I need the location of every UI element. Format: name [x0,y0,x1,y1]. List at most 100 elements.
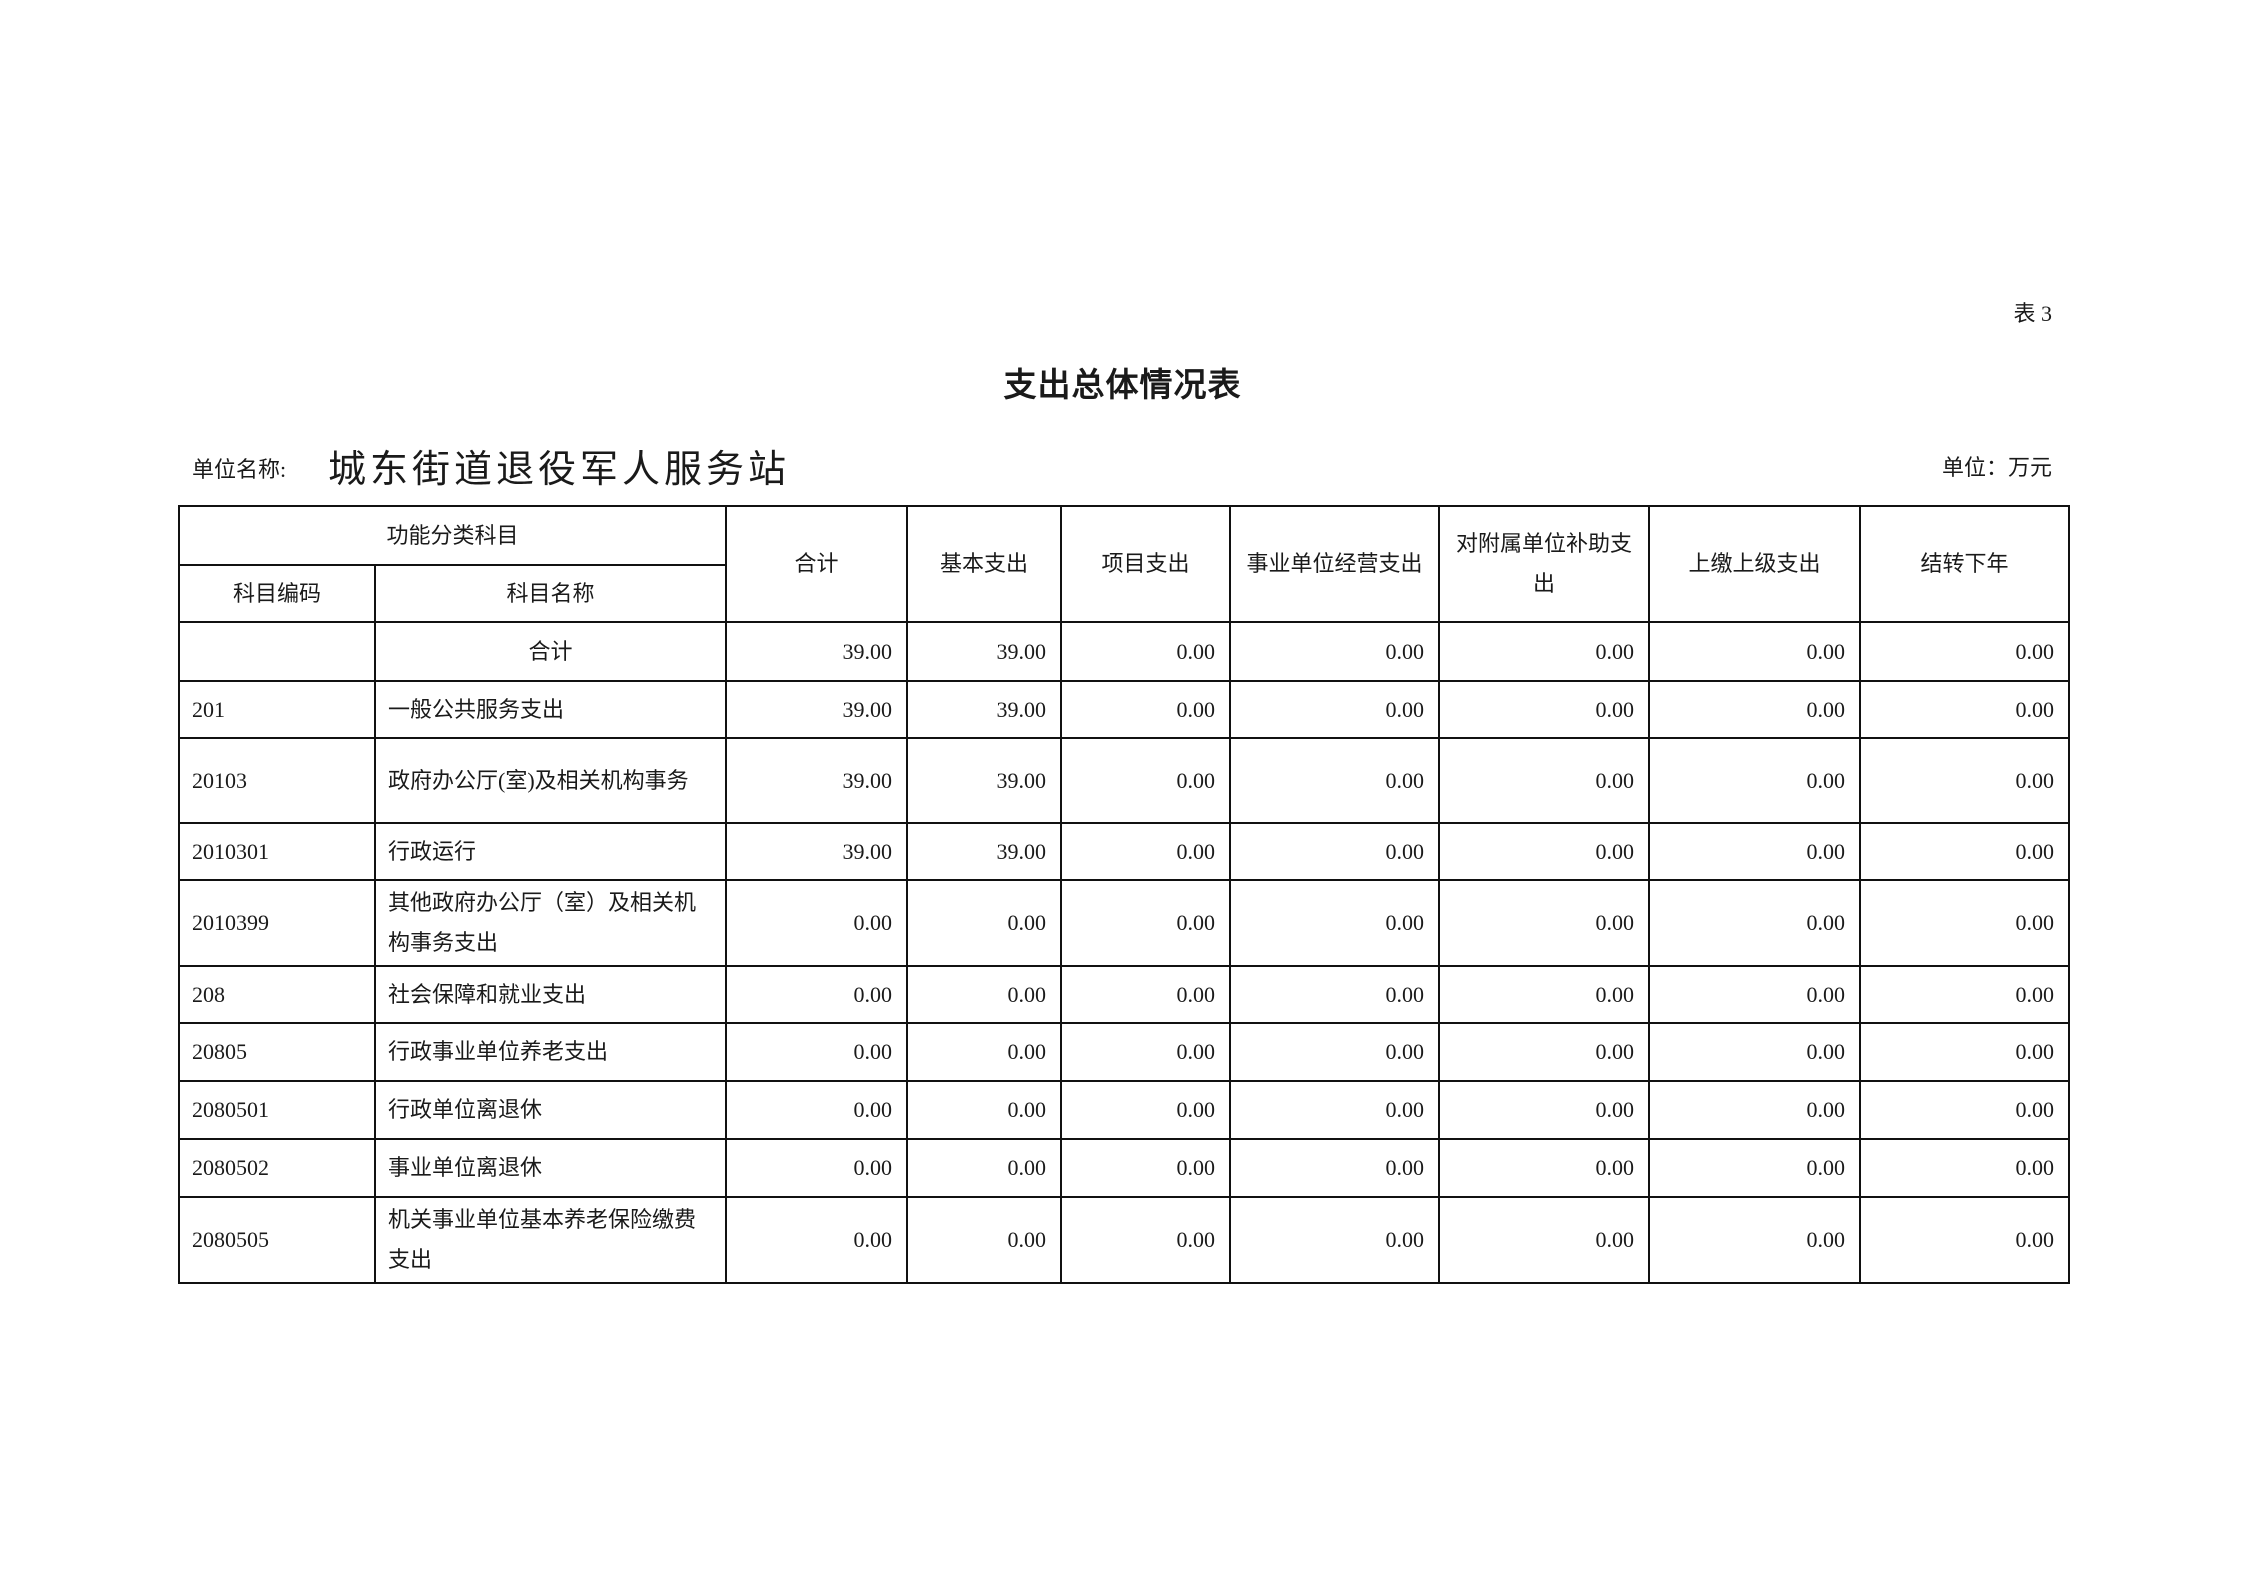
cell-code: 20103 [178,737,376,824]
cell-name: 一般公共服务支出 [373,680,728,739]
cell-value: 39.00 [725,680,909,739]
table-row: 合计 39.00 39.00 0.00 0.00 0.00 0.00 0.00 [178,621,2071,682]
cell-value: 0.00 [1859,1196,2071,1284]
cell-value: 0.00 [906,1138,1063,1198]
cell-value: 0.00 [1648,621,1862,682]
cell-value: 0.00 [1438,1196,1651,1284]
cell-name: 机关事业单位基本养老保险缴费支出 [373,1196,728,1284]
cell-value: 0.00 [1060,1196,1232,1284]
cell-code: 2080501 [178,1080,376,1140]
cell-value: 0.00 [1060,1080,1232,1140]
header-function-category: 功能分类科目 [177,505,728,566]
cell-value: 0.00 [725,1138,909,1198]
header-project: 项目支出 [1060,505,1232,623]
unit-name-label: 单位名称: [192,457,287,482]
header-basic: 基本支出 [906,505,1063,623]
cell-name: 行政运行 [373,822,728,881]
cell-name: 其他政府办公厅（室）及相关机构事务支出 [373,879,728,967]
cell-value: 39.00 [725,822,909,881]
currency-unit: 单位：万元 [1941,455,2052,480]
cell-value: 0.00 [1438,1080,1651,1140]
header-remit: 上缴上级支出 [1648,505,1862,623]
cell-value: 0.00 [1438,879,1651,967]
cell-value: 0.00 [1060,965,1232,1024]
cell-value: 0.00 [1438,737,1651,824]
cell-value: 0.00 [906,965,1063,1024]
cell-value: 0.00 [1859,879,2071,967]
cell-value: 0.00 [1648,1138,1862,1198]
cell-value: 0.00 [1060,737,1232,824]
cell-name: 社会保障和就业支出 [373,965,728,1024]
cell-value: 0.00 [725,879,909,967]
cell-value: 39.00 [906,680,1063,739]
cell-value: 0.00 [1648,1022,1862,1082]
table-row: 208 社会保障和就业支出 0.00 0.00 0.00 0.00 0.00 0.00 0.00 [178,965,2071,1024]
cell-value: 39.00 [906,822,1063,881]
cell-value: 0.00 [1859,680,2071,739]
cell-name: 政府办公厅(室)及相关机构事务 [373,737,728,824]
cell-value: 0.00 [906,1022,1063,1082]
cell-code: 2010399 [178,879,376,967]
cell-value: 0.00 [1229,680,1441,739]
cell-value: 0.00 [1648,879,1862,967]
cell-value: 0.00 [1229,1022,1441,1082]
cell-value: 0.00 [1229,1196,1441,1284]
cell-value: 0.00 [1859,822,2071,881]
cell-value: 39.00 [725,737,909,824]
cell-value: 0.00 [1859,1138,2071,1198]
cell-value: 0.00 [1438,822,1651,881]
cell-code: 2080502 [178,1138,376,1198]
cell-value: 0.00 [1859,1080,2071,1140]
cell-value: 0.00 [1648,965,1862,1024]
cell-code: 2080505 [178,1196,376,1284]
page-title: 支出总体情况表 [1003,365,1242,404]
cell-value: 0.00 [1438,965,1651,1024]
cell-value: 0.00 [1060,879,1232,967]
unit-name: 城东街道退役军人服务站 [328,449,791,491]
cell-value: 0.00 [906,1080,1063,1140]
expenditure-table: 功能分类科目 合计 基本支出 项目支出 事业单位经营支出 对附属单位补助支出 上… [177,505,2071,1284]
cell-value: 0.00 [725,965,909,1024]
table-header: 功能分类科目 合计 基本支出 项目支出 事业单位经营支出 对附属单位补助支出 上… [177,505,2071,623]
cell-value: 0.00 [1438,680,1651,739]
cell-value: 0.00 [1229,822,1441,881]
table-row: 2010301 行政运行 39.00 39.00 0.00 0.00 0.00 0.00 0.0… [178,822,2071,881]
cell-value: 0.00 [1060,822,1232,881]
cell-value: 0.00 [1648,1080,1862,1140]
cell-value: 0.00 [1229,1138,1441,1198]
cell-name: 行政事业单位养老支出 [373,1022,728,1082]
cell-code: 201 [178,680,376,739]
cell-value: 0.00 [1229,621,1441,682]
cell-value: 0.00 [1648,822,1862,881]
cell-value: 0.00 [1060,680,1232,739]
cell-value: 0.00 [1859,965,2071,1024]
cell-value: 0.00 [1859,1022,2071,1082]
cell-value: 0.00 [725,1080,909,1140]
cell-code: 208 [178,965,376,1024]
header-total: 合计 [725,505,909,623]
table-row: 2080502 事业单位离退休 0.00 0.00 0.00 0.00 0.00 0.00 0.… [178,1138,2071,1198]
cell-value: 0.00 [1438,621,1651,682]
cell-value: 0.00 [1648,737,1862,824]
cell-name: 事业单位离退休 [373,1138,728,1198]
cell-value: 39.00 [906,737,1063,824]
header-carryover: 结转下年 [1859,505,2071,623]
cell-value: 0.00 [906,879,1063,967]
cell-name: 行政单位离退休 [373,1080,728,1140]
cell-value: 0.00 [1438,1022,1651,1082]
cell-name: 合计 [373,621,728,682]
header-code: 科目编码 [178,564,376,623]
cell-code: 2010301 [178,822,376,881]
cell-value: 0.00 [906,1196,1063,1284]
cell-code [178,621,376,682]
cell-value: 0.00 [1859,737,2071,824]
cell-value: 0.00 [725,1022,909,1082]
table-row: 20805 行政事业单位养老支出 0.00 0.00 0.00 0.00 0.00 0.00 0… [178,1022,2071,1082]
header-operating: 事业单位经营支出 [1229,505,1441,623]
cell-value: 0.00 [1229,1080,1441,1140]
table-row: 2080505 机关事业单位基本养老保险缴费支出 0.00 0.00 0.00 0.00 0… [178,1196,2071,1284]
table-row: 2010399 其他政府办公厅（室）及相关机构事务支出 0.00 0.00 0.00 0.… [178,879,2071,967]
cell-value: 0.00 [1060,1022,1232,1082]
cell-value: 0.00 [1229,737,1441,824]
header-subsidy: 对附属单位补助支出 [1438,505,1651,623]
